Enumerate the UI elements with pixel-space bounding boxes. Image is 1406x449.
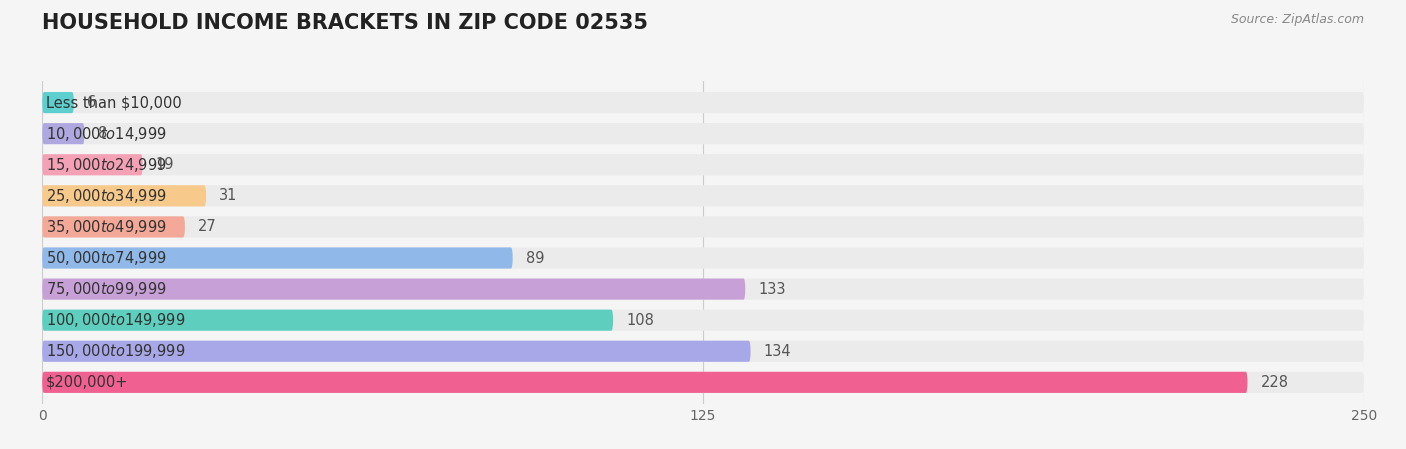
Text: $15,000 to $24,999: $15,000 to $24,999 — [46, 156, 167, 174]
FancyBboxPatch shape — [42, 341, 751, 362]
Text: $35,000 to $49,999: $35,000 to $49,999 — [46, 218, 167, 236]
FancyBboxPatch shape — [42, 341, 1364, 362]
Text: 134: 134 — [763, 344, 792, 359]
FancyBboxPatch shape — [42, 154, 1364, 175]
FancyBboxPatch shape — [42, 310, 1364, 331]
Text: 6: 6 — [87, 95, 97, 110]
Text: $75,000 to $99,999: $75,000 to $99,999 — [46, 280, 167, 298]
FancyBboxPatch shape — [42, 123, 1364, 144]
Text: 89: 89 — [526, 251, 544, 265]
Text: $25,000 to $34,999: $25,000 to $34,999 — [46, 187, 167, 205]
FancyBboxPatch shape — [42, 185, 1364, 207]
Text: $150,000 to $199,999: $150,000 to $199,999 — [46, 342, 186, 360]
Text: 27: 27 — [198, 220, 217, 234]
FancyBboxPatch shape — [42, 216, 186, 238]
Text: $100,000 to $149,999: $100,000 to $149,999 — [46, 311, 186, 329]
Text: 19: 19 — [156, 157, 174, 172]
Text: 8: 8 — [97, 126, 107, 141]
FancyBboxPatch shape — [42, 247, 513, 269]
FancyBboxPatch shape — [42, 92, 75, 113]
Text: Source: ZipAtlas.com: Source: ZipAtlas.com — [1230, 13, 1364, 26]
FancyBboxPatch shape — [42, 247, 1364, 269]
Text: 228: 228 — [1261, 375, 1289, 390]
Text: Less than $10,000: Less than $10,000 — [46, 95, 181, 110]
FancyBboxPatch shape — [42, 92, 1364, 113]
FancyBboxPatch shape — [42, 372, 1364, 393]
Text: 31: 31 — [219, 188, 238, 203]
Text: $50,000 to $74,999: $50,000 to $74,999 — [46, 249, 167, 267]
FancyBboxPatch shape — [42, 278, 1364, 299]
FancyBboxPatch shape — [42, 278, 745, 299]
Text: $200,000+: $200,000+ — [46, 375, 128, 390]
FancyBboxPatch shape — [42, 216, 1364, 238]
Text: 133: 133 — [758, 282, 786, 297]
FancyBboxPatch shape — [42, 372, 1247, 393]
Text: HOUSEHOLD INCOME BRACKETS IN ZIP CODE 02535: HOUSEHOLD INCOME BRACKETS IN ZIP CODE 02… — [42, 13, 648, 34]
FancyBboxPatch shape — [42, 154, 142, 175]
FancyBboxPatch shape — [42, 123, 84, 144]
FancyBboxPatch shape — [42, 310, 613, 331]
Text: 108: 108 — [626, 313, 654, 328]
FancyBboxPatch shape — [42, 185, 207, 207]
Text: $10,000 to $14,999: $10,000 to $14,999 — [46, 125, 167, 143]
